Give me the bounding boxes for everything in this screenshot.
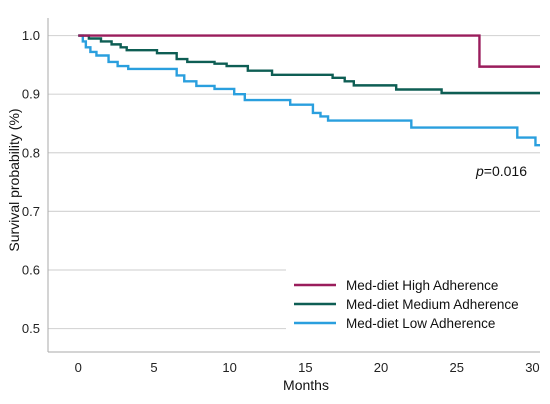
y-tick-label: 0.7 [22,204,40,219]
series-group [78,34,540,147]
x-tick-label: 15 [298,360,312,375]
legend-label-low: Med-diet Low Adherence [346,316,495,331]
y-tick-label: 0.8 [22,145,40,160]
x-tick-label: 10 [222,360,236,375]
series-line-low [78,34,540,147]
legend: Med-diet High Adherence Med-diet Medium … [286,264,542,338]
y-tick-label: 0.5 [22,321,40,336]
x-tick-label: 30 [525,360,539,375]
y-tick-label: 0.9 [22,87,40,102]
y-tick-label: 1.0 [22,28,40,43]
axes [47,18,540,353]
x-tick-label: 25 [450,360,464,375]
x-tick-label: 0 [75,360,82,375]
series-line-high [78,34,540,68]
x-axis-label: Months [283,377,329,393]
x-tick-label: 20 [374,360,388,375]
legend-label-medium: Med-diet Medium Adherence [346,297,519,312]
p-value-annotation: p=0.016 [475,163,527,179]
y-tick-label: 0.6 [22,262,40,277]
tick-labels: 0.5 0.6 0.7 0.8 0.9 1.0 0 5 10 15 20 25 30 [22,28,540,375]
series-line-medium [78,34,540,95]
x-tick-label: 5 [150,360,157,375]
legend-background [286,264,542,338]
p-value-text: =0.016 [484,163,527,179]
y-axis-label: Survival probability (%) [6,108,22,251]
p-value-prefix: p [475,163,484,179]
legend-label-high: Med-diet High Adherence [346,278,498,293]
